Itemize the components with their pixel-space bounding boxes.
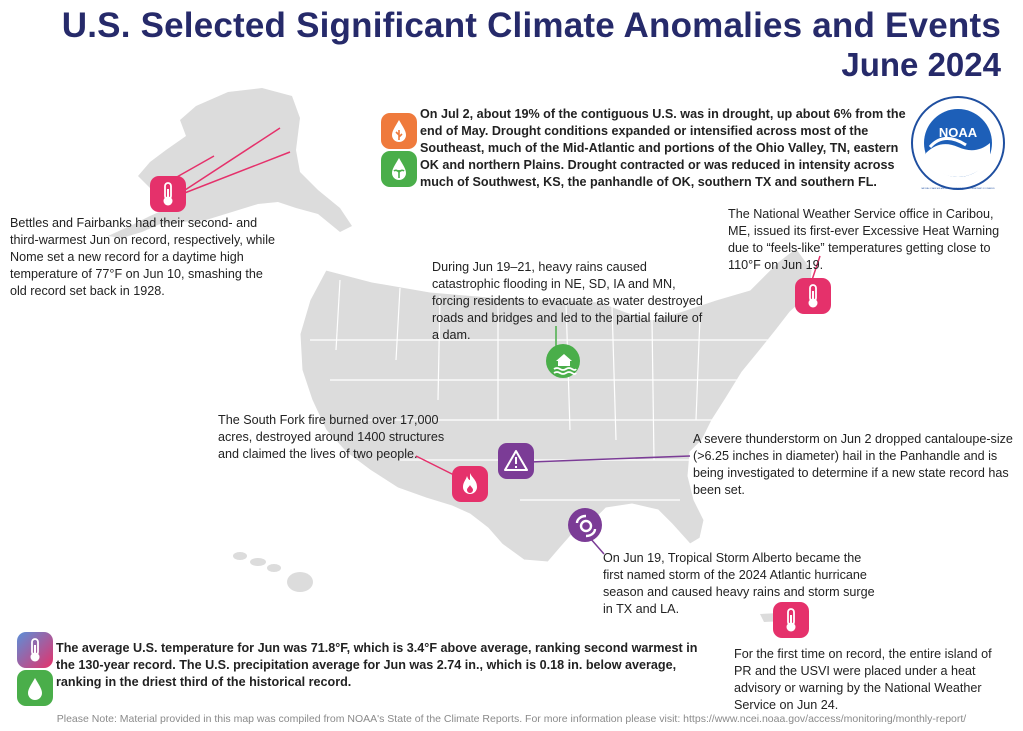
- drought-text: On Jul 2, about 19% of the contiguous U.…: [420, 107, 906, 189]
- drought-icon: [381, 113, 417, 149]
- noaa-ring-text: NATIONAL OCEANIC AND ATMOSPHERIC ADMINIS…: [921, 187, 994, 190]
- storm-text: On Jun 19, Tropical Storm Alberto became…: [603, 551, 875, 616]
- page-title: U.S. Selected Significant Climate Anomal…: [61, 6, 1001, 45]
- flood-text: During Jun 19–21, heavy rains caused cat…: [432, 260, 703, 342]
- tropical-storm-icon: [568, 508, 602, 542]
- pr-text: For the first time on record, the entire…: [734, 647, 992, 712]
- wet-plant-icon: [381, 151, 417, 187]
- hail-text: A severe thunderstorm on Jun 2 dropped c…: [693, 432, 1013, 497]
- fire-icon: [452, 466, 488, 502]
- noaa-logo: NOAA NATIONAL OCEANIC AND ATMOSPHERIC AD…: [911, 96, 1005, 190]
- contiguous-us-shape: [299, 247, 813, 563]
- national-text: The average U.S. temperature for Jun was…: [56, 641, 698, 689]
- maine-text: The National Weather Service office in C…: [728, 207, 1000, 272]
- page-subtitle: June 2024: [841, 46, 1001, 83]
- flood-icon: [546, 344, 580, 378]
- thermometer-icon: [150, 176, 186, 212]
- hawaii-shape: [233, 552, 313, 592]
- footer-note: Please Note: Material provided in this m…: [56, 713, 967, 725]
- warning-icon: [498, 443, 534, 479]
- noaa-logo-text: NOAA: [939, 125, 978, 140]
- raindrop-icon: [17, 670, 53, 706]
- state-borders: [310, 279, 780, 501]
- fire-text: The South Fork fire burned over 17,000 a…: [218, 413, 445, 461]
- thermometer-icon: [773, 602, 809, 638]
- thermometer-icon: [17, 632, 53, 668]
- thermometer-icon: [795, 278, 831, 314]
- alaska-text: Bettles and Fairbanks had their second- …: [10, 216, 276, 298]
